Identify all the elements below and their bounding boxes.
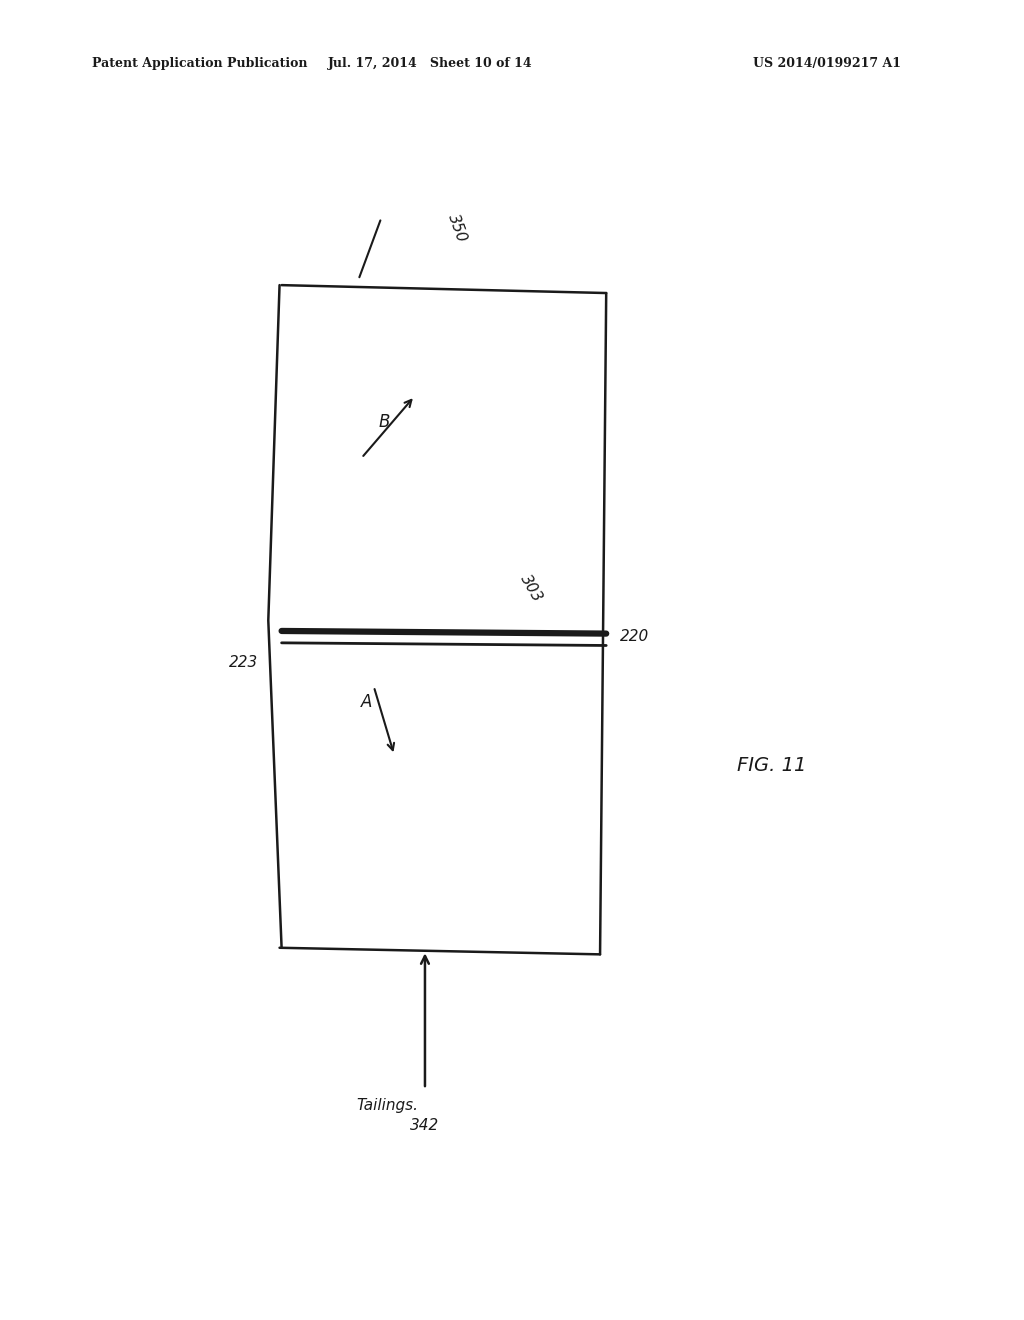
Text: 220: 220	[620, 628, 649, 644]
Text: US 2014/0199217 A1: US 2014/0199217 A1	[753, 57, 901, 70]
Text: FIG. 11: FIG. 11	[737, 756, 807, 775]
Text: 303: 303	[517, 572, 545, 605]
Text: Patent Application Publication: Patent Application Publication	[92, 57, 307, 70]
Text: 350: 350	[445, 211, 470, 244]
Text: 342: 342	[411, 1118, 439, 1133]
Text: Jul. 17, 2014   Sheet 10 of 14: Jul. 17, 2014 Sheet 10 of 14	[328, 57, 532, 70]
Text: A: A	[360, 693, 373, 711]
Text: B: B	[378, 413, 390, 432]
Text: 223: 223	[228, 655, 258, 671]
Text: Tailings.: Tailings.	[356, 1098, 418, 1113]
